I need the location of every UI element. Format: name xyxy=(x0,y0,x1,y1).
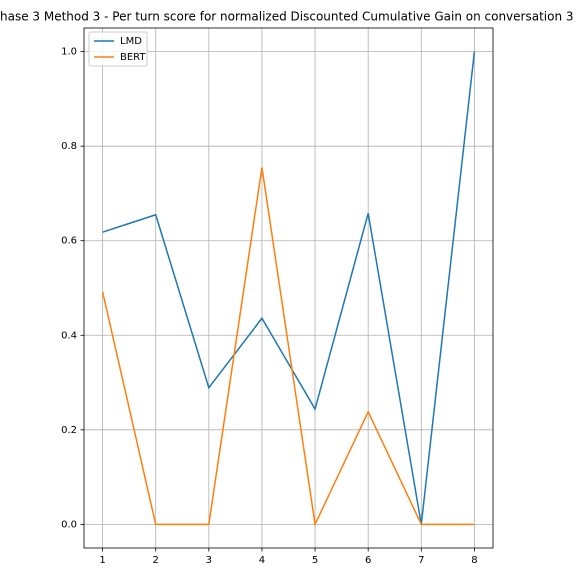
y-tick-label: 0.6 xyxy=(61,236,77,247)
x-tick-label: 3 xyxy=(206,555,212,566)
plot-frame xyxy=(83,27,494,549)
legend-label: BERT xyxy=(120,52,146,63)
x-tick-label: 7 xyxy=(418,555,424,566)
x-tick-label: 8 xyxy=(471,555,477,566)
y-tick-label: 0.2 xyxy=(61,425,77,436)
x-tick-label: 2 xyxy=(153,555,159,566)
y-tick-label: 0.0 xyxy=(61,519,77,530)
y-tick-label: 0.8 xyxy=(61,141,77,152)
x-tick-label: 6 xyxy=(365,555,371,566)
series-line xyxy=(102,51,476,525)
legend-label: LMD xyxy=(120,36,142,47)
chart-title: hase 3 Method 3 - Per turn score for nor… xyxy=(0,10,574,24)
y-tick-label: 0.4 xyxy=(61,330,77,341)
series-line xyxy=(101,167,475,527)
x-tick-label: 4 xyxy=(259,555,265,566)
x-tick-label: 1 xyxy=(99,555,105,566)
y-tick-label: 1.0 xyxy=(61,47,77,58)
x-tick-label: 5 xyxy=(312,555,318,566)
